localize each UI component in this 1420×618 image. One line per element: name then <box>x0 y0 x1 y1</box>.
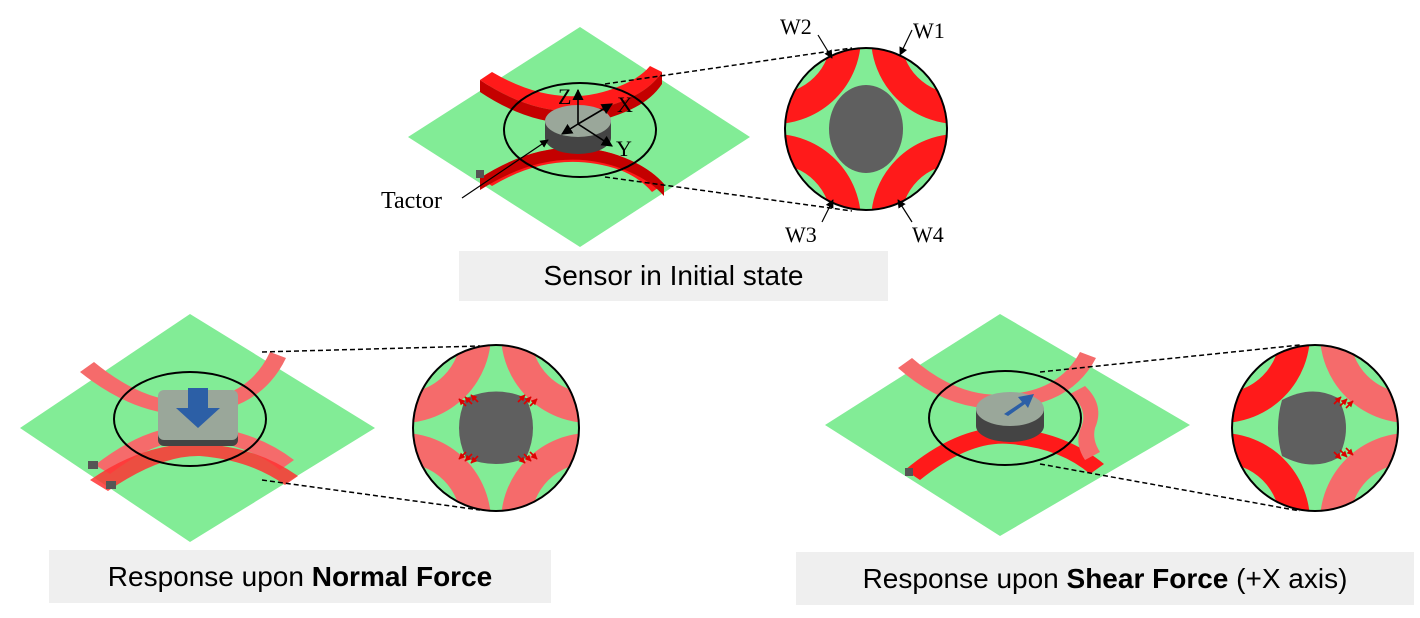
zoom-ellipse <box>113 371 267 467</box>
tactor-label: Tactor <box>381 188 442 214</box>
shear-sensor-3d <box>825 314 1301 536</box>
w3-label: W3 <box>785 222 817 247</box>
shear-zoom-view <box>1231 344 1399 512</box>
shear-force-arrow <box>1004 394 1034 416</box>
caption-normal-bold: Normal Force <box>311 560 493 592</box>
caption-shear-bold: Shear Force <box>1066 562 1229 594</box>
w1-label: W1 <box>913 18 945 43</box>
tactor-top-view <box>1278 391 1346 465</box>
wire-lower <box>905 427 1104 480</box>
zoom-ellipse <box>503 82 657 178</box>
axis-z-label: Z <box>558 84 571 109</box>
initial-sensor-3d: Z X Y Tactor <box>381 27 853 247</box>
tactor-top-view <box>829 85 903 173</box>
caption-shear-suffix: (+X axis) <box>1228 562 1348 594</box>
caption-normal-prefix: Response upon <box>107 560 312 592</box>
caption-normal-force: Response upon Normal Force <box>49 550 551 603</box>
w4-label: W4 <box>912 222 944 247</box>
caption-shear-prefix: Response upon <box>862 562 1067 594</box>
caption-initial-state: Sensor in Initial state <box>459 251 888 301</box>
axis-arrows <box>561 88 613 147</box>
axis-x-label: X <box>617 92 633 117</box>
normal-force-arrow <box>176 388 220 428</box>
wire-right <box>1070 386 1100 460</box>
caption-initial-text: Sensor in Initial state <box>543 260 804 291</box>
strain-arrows <box>458 394 538 464</box>
tactor-pointer <box>461 139 549 199</box>
normal-sensor-3d <box>20 314 481 542</box>
wire-w4 <box>480 147 664 196</box>
tactor-top-view <box>459 391 533 464</box>
axis-y-label: Y <box>616 136 632 161</box>
initial-zoom-view: W1 W2 W3 W4 <box>780 14 948 247</box>
caption-shear-force: Response upon Shear Force (+X axis) <box>796 552 1414 605</box>
wire-upper <box>898 352 1096 409</box>
wire-w2 <box>480 66 662 124</box>
zoom-ellipse <box>928 370 1082 466</box>
strain-arrows <box>1333 396 1354 460</box>
tactor-shape <box>976 392 1044 426</box>
normal-zoom-view <box>412 344 580 512</box>
w2-label: W2 <box>780 14 812 39</box>
